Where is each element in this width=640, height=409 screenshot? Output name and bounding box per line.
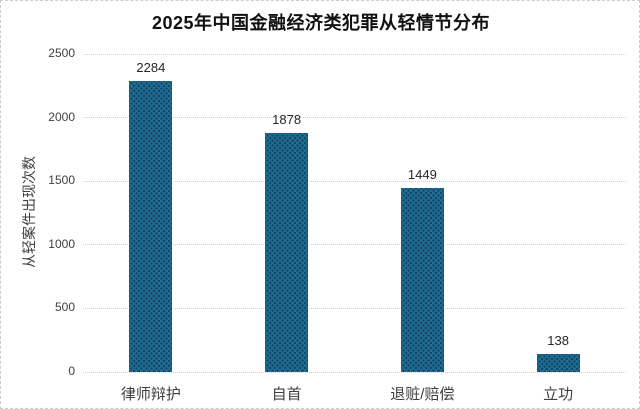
x-tick-label: 自首	[271, 386, 302, 403]
y-tick-label: 0	[68, 364, 75, 378]
bar-3	[536, 354, 580, 372]
y-tick-label: 2500	[48, 46, 75, 60]
gridline	[83, 371, 626, 373]
y-tick-label: 500	[54, 300, 75, 315]
x-tick-label: 律师辩护	[120, 386, 181, 403]
y-tick-label: 2000	[48, 109, 75, 124]
y-tick-label: 1500	[48, 173, 75, 188]
bar-value-label: 1878	[272, 112, 302, 128]
x-tick-label: 退赃/赔偿	[390, 386, 455, 403]
gridline	[83, 307, 626, 309]
bar-value-label: 2284	[136, 60, 166, 76]
chart-title: 2025年中国金融经济类犯罪从轻情节分布	[151, 13, 491, 33]
bar-0	[129, 81, 173, 372]
bar-1	[265, 133, 309, 372]
gridline	[83, 244, 626, 246]
gridline	[83, 53, 626, 55]
gridline	[83, 117, 626, 119]
bar-value-label: 138	[547, 333, 569, 349]
bar-value-label: 1449	[407, 166, 437, 182]
gridline	[83, 180, 626, 182]
bar-2	[400, 187, 444, 372]
x-tick-label: 立功	[543, 386, 574, 403]
y-tick-label: 1000	[48, 236, 75, 251]
y-axis-title: 从轻案件出现次数	[21, 156, 37, 268]
